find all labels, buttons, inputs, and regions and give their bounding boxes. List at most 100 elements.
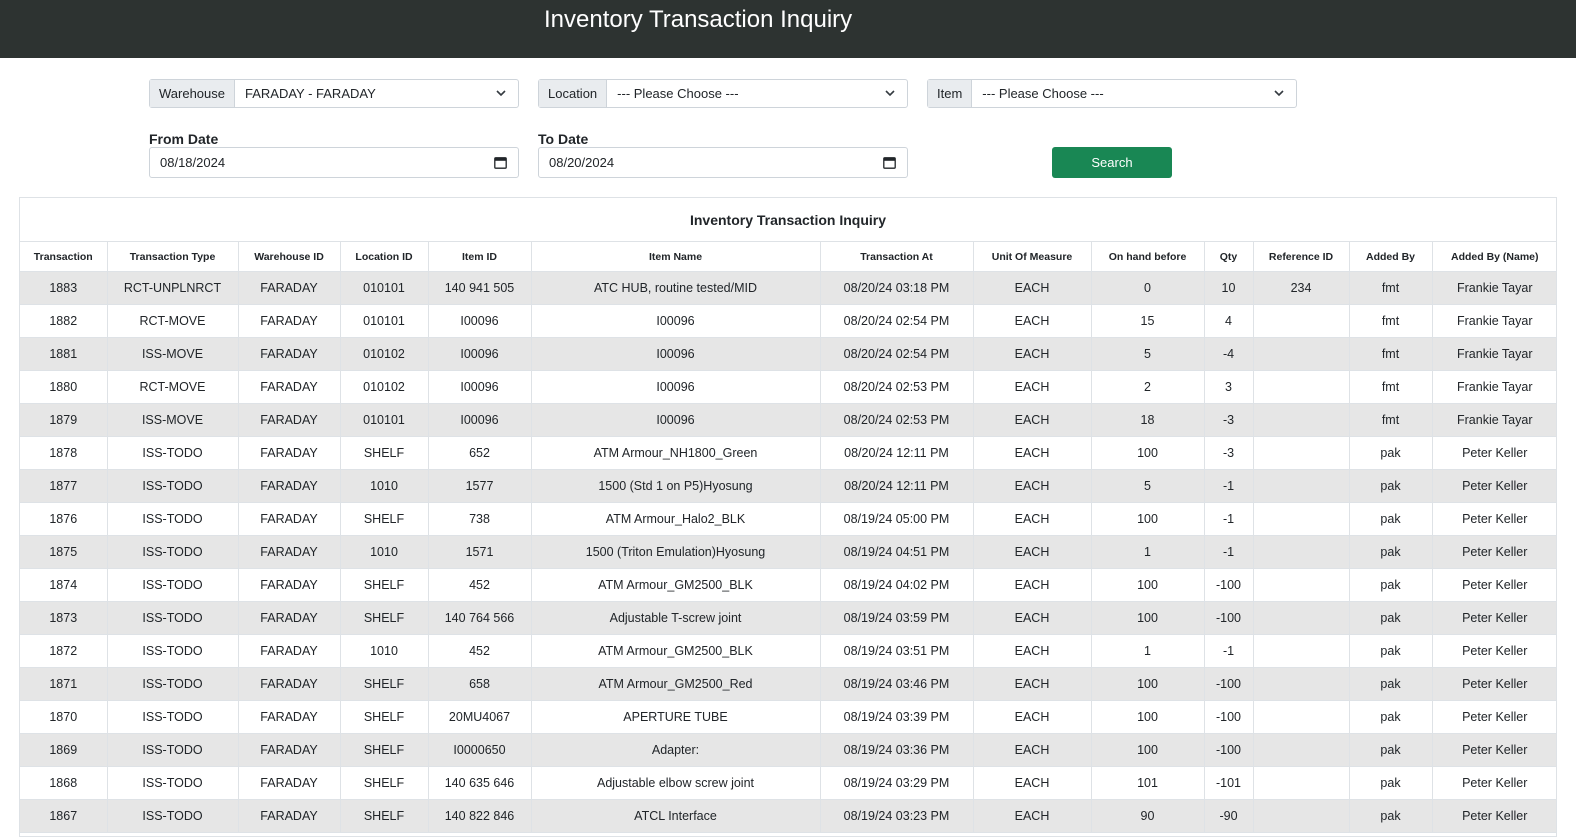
calendar-icon[interactable] (494, 156, 507, 169)
table-cell: 08/19/24 03:39 PM (820, 700, 974, 734)
table-row[interactable]: 1867 ISS-TODO FARADAY SHELF 140 822 846 ATCL … (20, 799, 1556, 833)
table-cell: 08/20/24 02:54 PM (820, 304, 974, 338)
table-row[interactable]: 1879 ISS-MOVE FARADAY 010101 I00096 I00096 08/… (20, 403, 1556, 437)
table-row[interactable]: 1883 RCT-UNPLNRCT FARADAY 010101 140 941 505… (20, 271, 1556, 305)
table-cell: I00096 (428, 337, 532, 371)
to-date-input[interactable]: 08/20/2024 (538, 147, 908, 178)
table-cell: 3 (1204, 370, 1254, 404)
item-value-box[interactable]: --- Please Choose --- (972, 80, 1296, 107)
table-cell: APERTURE TUBE (531, 700, 821, 734)
table-row[interactable]: 1868 ISS-TODO FARADAY SHELF 140 635 646 Adjus… (20, 766, 1556, 800)
table-cell: -3 (1204, 403, 1254, 437)
table-cell: ISS-TODO (107, 436, 239, 470)
table-cell: Peter Keller (1432, 469, 1556, 503)
item-value: --- Please Choose --- (982, 86, 1104, 101)
table-row[interactable]: 1872 ISS-TODO FARADAY 1010 452 ATM Armour_GM2… (20, 634, 1556, 668)
table-cell: 1882 (20, 304, 108, 338)
table-cell: ISS-TODO (107, 535, 239, 569)
table-cell: RCT-MOVE (107, 304, 239, 338)
table-cell: FARADAY (238, 667, 341, 701)
item-select[interactable]: Item --- Please Choose --- (927, 79, 1297, 108)
table-cell: EACH (973, 799, 1092, 833)
table-row[interactable]: 1869 ISS-TODO FARADAY SHELF I0000650 Adapter:… (20, 733, 1556, 767)
chevron-down-icon (496, 90, 506, 97)
table-cell: Adjustable T-screw joint (531, 601, 821, 635)
table-cell: ISS-TODO (107, 766, 239, 800)
table-cell: pak (1349, 733, 1433, 767)
table-row[interactable]: 1875 ISS-TODO FARADAY 1010 1571 1500 (Triton … (20, 535, 1556, 569)
table-cell: 5 (1091, 337, 1205, 371)
table-cell: 101 (1091, 766, 1205, 800)
table-row[interactable]: 1880 RCT-MOVE FARADAY 010102 I00096 I00096 08/… (20, 370, 1556, 404)
table-cell (1253, 634, 1350, 668)
transactions-table: Transaction Transaction Type Warehouse ID L… (20, 241, 1556, 833)
table-cell (1253, 766, 1350, 800)
table-cell: 08/20/24 02:53 PM (820, 403, 974, 437)
table-cell (1253, 733, 1350, 767)
warehouse-value-box[interactable]: FARADAY - FARADAY (235, 80, 518, 107)
table-cell: Peter Keller (1432, 568, 1556, 602)
table-cell: 140 764 566 (428, 601, 532, 635)
table-cell: 08/19/24 03:36 PM (820, 733, 974, 767)
table-cell: 140 941 505 (428, 271, 532, 305)
table-cell: ISS-TODO (107, 601, 239, 635)
table-cell: EACH (973, 535, 1092, 569)
table-row[interactable]: 1877 ISS-TODO FARADAY 1010 1577 1500 (Std 1 o… (20, 469, 1556, 503)
table-cell: 738 (428, 502, 532, 536)
table-cell: SHELF (340, 667, 429, 701)
table-cell: EACH (973, 766, 1092, 800)
table-cell: EACH (973, 568, 1092, 602)
table-row[interactable]: 1874 ISS-TODO FARADAY SHELF 452 ATM Armour_GM… (20, 568, 1556, 602)
table-row[interactable]: 1870 ISS-TODO FARADAY SHELF 20MU4067 APERTURE… (20, 700, 1556, 734)
table-row[interactable]: 1881 ISS-MOVE FARADAY 010102 I00096 I00096 08/… (20, 337, 1556, 371)
table-cell: Peter Keller (1432, 634, 1556, 668)
table-cell: 08/19/24 03:23 PM (820, 799, 974, 833)
table-cell: 1881 (20, 337, 108, 371)
table-cell: EACH (973, 337, 1092, 371)
table-cell: 1872 (20, 634, 108, 668)
location-select[interactable]: Location --- Please Choose --- (538, 79, 908, 108)
table-cell: 1873 (20, 601, 108, 635)
table-cell: pak (1349, 502, 1433, 536)
table-cell: -100 (1204, 700, 1254, 734)
calendar-icon[interactable] (883, 156, 896, 169)
table-cell: ATM Armour_Halo2_BLK (531, 502, 821, 536)
table-cell: fmt (1349, 304, 1433, 338)
table-cell: 010101 (340, 403, 429, 437)
table-cell: 100 (1091, 502, 1205, 536)
table-cell: Peter Keller (1432, 700, 1556, 734)
table-cell: 18 (1091, 403, 1205, 437)
search-button[interactable]: Search (1052, 147, 1172, 178)
table-cell: 658 (428, 667, 532, 701)
table-cell (1253, 370, 1350, 404)
table-header-row: Transaction Transaction Type Warehouse ID L… (20, 241, 1556, 272)
table-cell: 010102 (340, 370, 429, 404)
table-cell: ISS-TODO (107, 469, 239, 503)
table-cell: 1870 (20, 700, 108, 734)
table-cell (1253, 700, 1350, 734)
location-label: Location (539, 80, 608, 107)
table-cell: Peter Keller (1432, 502, 1556, 536)
item-label: Item (928, 80, 973, 107)
table-cell: 1878 (20, 436, 108, 470)
table-row[interactable]: 1882 RCT-MOVE FARADAY 010101 I00096 I00096 08/… (20, 304, 1556, 338)
location-value-box[interactable]: --- Please Choose --- (607, 80, 907, 107)
table-cell (1253, 436, 1350, 470)
table-cell: 010101 (340, 271, 429, 305)
from-date-input[interactable]: 08/18/2024 (149, 147, 519, 178)
table-row[interactable]: 1871 ISS-TODO FARADAY SHELF 658 ATM Armour_GM… (20, 667, 1556, 701)
table-cell: 1868 (20, 766, 108, 800)
table-cell: 1571 (428, 535, 532, 569)
warehouse-select[interactable]: Warehouse FARADAY - FARADAY (149, 79, 519, 108)
table-cell: pak (1349, 766, 1433, 800)
table-cell: Peter Keller (1432, 436, 1556, 470)
table-cell: -4 (1204, 337, 1254, 371)
table-cell: FARADAY (238, 337, 341, 371)
table-cell: 100 (1091, 568, 1205, 602)
table-row[interactable]: 1876 ISS-TODO FARADAY SHELF 738 ATM Armour_Ha… (20, 502, 1556, 536)
table-cell: 90 (1091, 799, 1205, 833)
table-row[interactable]: 1873 ISS-TODO FARADAY SHELF 140 764 566 Adjus… (20, 601, 1556, 635)
table-row[interactable]: 1878 ISS-TODO FARADAY SHELF 652 ATM Armour_NH… (20, 436, 1556, 470)
column-header: Unit Of Measure (973, 241, 1092, 272)
table-cell (1253, 337, 1350, 371)
